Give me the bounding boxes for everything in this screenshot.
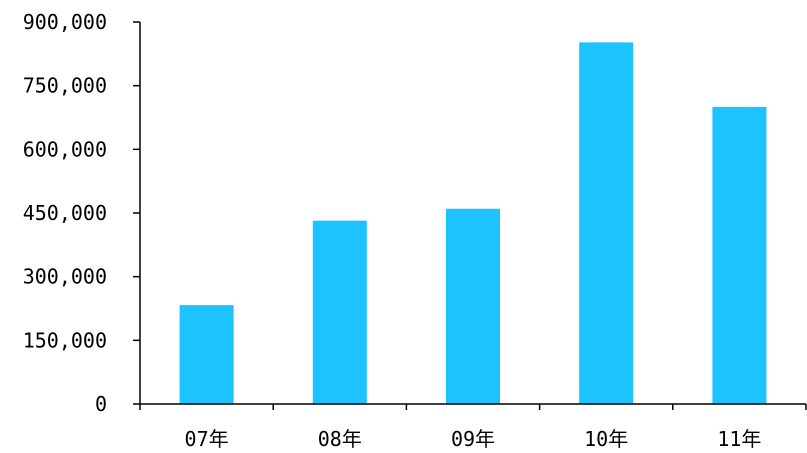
- y-tick-label: 450,000: [23, 201, 107, 225]
- x-axis-ticks: 07年 08年 09年 10年 11年: [139, 404, 807, 451]
- y-axis-ticks: 0 150,000 300,000 450,000 600,000 750,000 900,…: [23, 10, 140, 416]
- x-tick-label: 11年: [717, 427, 761, 449]
- bar-11年: [712, 106, 767, 404]
- bar-07年: [179, 305, 234, 404]
- bars-group: [179, 42, 767, 405]
- x-tick-label: 07年: [185, 427, 229, 449]
- y-tick-label: 900,000: [23, 10, 107, 34]
- y-tick-label: 150,000: [23, 328, 107, 352]
- bar-10年: [579, 42, 634, 405]
- y-tick-label: 750,000: [23, 74, 107, 98]
- x-tick-label: 09年: [451, 427, 495, 449]
- bar-08年: [312, 220, 367, 404]
- y-tick-label: 300,000: [23, 265, 107, 289]
- x-tick-label: 08年: [318, 427, 362, 449]
- y-tick-label: 600,000: [23, 137, 107, 161]
- x-tick-label: 10年: [584, 427, 628, 449]
- bar-09年: [446, 208, 500, 404]
- y-tick-label: 0: [95, 392, 107, 416]
